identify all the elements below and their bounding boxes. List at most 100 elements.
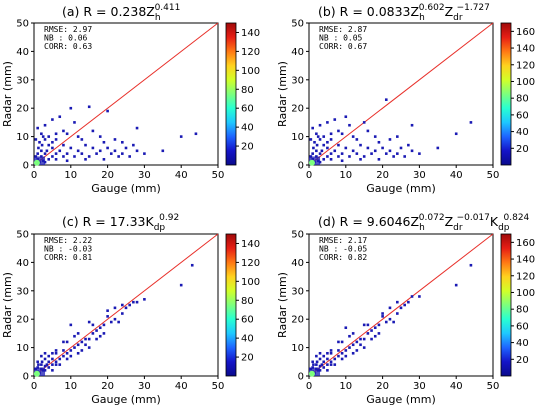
- data-point: [384, 152, 388, 155]
- x-tick-label: 20: [376, 381, 389, 392]
- data-point: [43, 364, 47, 368]
- data-point: [36, 126, 39, 130]
- data-point: [337, 340, 340, 344]
- data-point: [403, 303, 406, 307]
- data-point: [329, 132, 333, 136]
- data-point: [40, 360, 44, 364]
- data-point: [337, 155, 340, 158]
- data-point: [344, 349, 348, 352]
- title-part: 0.824: [504, 213, 530, 223]
- data-point: [91, 332, 95, 335]
- data-point: [366, 332, 370, 335]
- data-point: [69, 354, 73, 358]
- data-point: [87, 346, 91, 349]
- one-to-one-line: [33, 22, 219, 166]
- title-part: Z: [445, 214, 454, 229]
- data-point: [340, 152, 344, 155]
- data-point: [47, 143, 51, 147]
- data-point: [418, 295, 421, 298]
- data-point: [54, 360, 58, 364]
- data-point: [80, 340, 84, 344]
- stat-line: RMSE: 2.97: [44, 25, 92, 34]
- colorbar-tick-label: 140: [516, 255, 535, 266]
- y-tick-label: 20: [16, 315, 29, 326]
- data-point: [121, 303, 124, 307]
- x-tick-label: 40: [450, 381, 463, 392]
- data-point: [54, 132, 58, 136]
- colorbar-tick-label: 80: [516, 94, 529, 105]
- colorbar-tick-label: 40: [241, 123, 254, 134]
- data-point: [320, 149, 324, 153]
- data-point: [348, 346, 351, 349]
- stat-line: RMSE: 2.87: [319, 25, 367, 34]
- colorbar: [500, 22, 512, 166]
- data-point: [43, 152, 47, 155]
- y-tick-label: 40: [16, 258, 29, 269]
- data-point: [121, 312, 124, 315]
- data-point: [58, 115, 62, 119]
- data-point: [329, 349, 333, 352]
- data-point: [65, 132, 69, 136]
- data-point: [124, 146, 128, 150]
- panel-d: (d) R = 9.6046Zh0.072Zdr−0.017Kdp0.824 0 1…: [276, 213, 535, 406]
- data-point: [377, 332, 381, 335]
- data-point: [34, 138, 38, 141]
- data-point: [377, 323, 381, 327]
- data-point: [51, 146, 54, 150]
- data-point: [311, 366, 314, 369]
- y-tick-label: 40: [291, 47, 304, 58]
- colorbar-tick-label: 80: [516, 305, 529, 316]
- title-part: dr: [453, 13, 463, 23]
- data-point: [388, 149, 392, 153]
- data-point: [51, 155, 54, 158]
- x-tick-label: 50: [212, 381, 225, 392]
- title-part: 0.411: [155, 3, 181, 13]
- x-tick-label: 0: [31, 381, 37, 392]
- data-point: [344, 115, 348, 119]
- colorbar-tick-label: 100: [241, 66, 260, 77]
- data-point: [355, 152, 359, 155]
- data-point: [54, 349, 58, 352]
- data-point: [87, 320, 91, 324]
- data-point: [344, 326, 348, 330]
- y-tick-label: 30: [16, 75, 29, 86]
- data-point: [318, 152, 322, 155]
- colorbar-tick-label: 20: [516, 355, 529, 366]
- data-point: [312, 146, 315, 150]
- y-tick-label: 30: [291, 75, 304, 86]
- data-point: [362, 323, 366, 327]
- title-part: (b) R = 0.0833Z: [318, 4, 419, 19]
- data-point: [362, 155, 366, 158]
- data-point: [51, 363, 54, 366]
- data-point: [351, 149, 355, 153]
- data-point: [326, 357, 329, 361]
- title-part: dp: [498, 223, 510, 233]
- data-point: [388, 306, 392, 310]
- colorbar-tick-label: 20: [241, 353, 254, 364]
- data-point: [355, 340, 359, 344]
- data-point: [348, 334, 351, 338]
- data-point: [47, 360, 51, 364]
- data-point: [396, 312, 399, 315]
- data-point: [69, 323, 73, 327]
- stat-line: NB : 0.05: [319, 34, 363, 43]
- data-point: [69, 349, 73, 352]
- colorbar-tick-label: 20: [516, 144, 529, 155]
- data-point: [36, 152, 39, 155]
- data-point: [69, 146, 73, 150]
- data-point: [87, 105, 91, 109]
- data-point: [62, 143, 65, 147]
- data-point: [143, 298, 146, 301]
- data-point: [329, 158, 333, 161]
- data-point: [87, 155, 91, 158]
- data-point: [76, 149, 80, 153]
- data-point: [329, 138, 333, 141]
- title-part: dp: [154, 223, 166, 233]
- data-point: [326, 140, 329, 144]
- data-point: [51, 140, 54, 144]
- colorbar-tick-label: 160: [516, 238, 535, 249]
- data-point: [76, 343, 80, 347]
- dense-cluster: [309, 367, 321, 376]
- colorbar-tick-label: 120: [241, 258, 260, 269]
